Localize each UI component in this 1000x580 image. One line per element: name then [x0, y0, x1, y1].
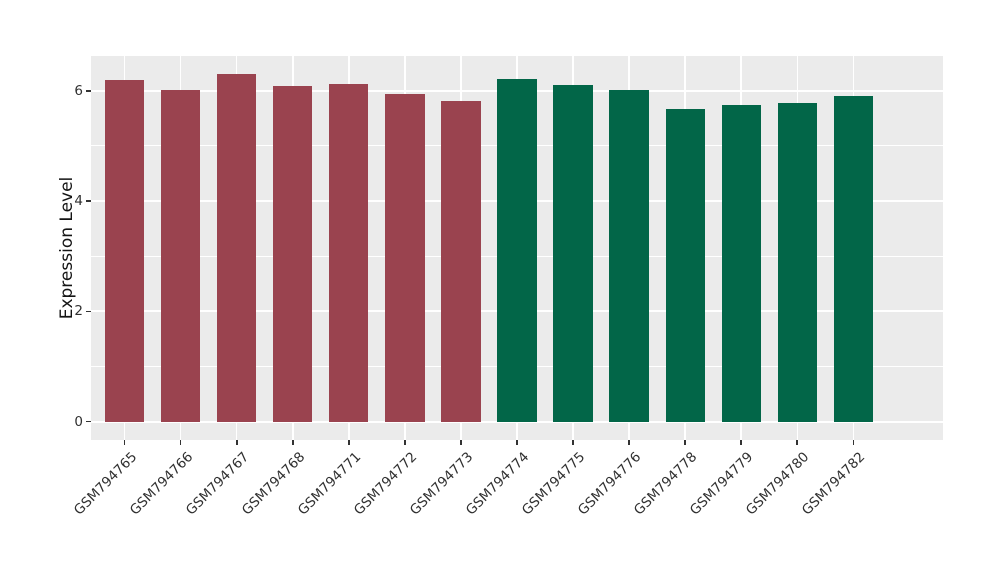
y-tick-label: 4: [74, 193, 83, 210]
bar-GSM794776: [609, 89, 649, 422]
y-tick: [86, 420, 91, 423]
x-tick: [628, 440, 630, 445]
y-tick-label: 0: [74, 413, 83, 430]
bar-GSM794766: [161, 89, 201, 422]
bar-GSM794775: [553, 85, 593, 422]
y-tick: [86, 310, 91, 313]
bar-GSM794772: [385, 94, 425, 422]
bar-GSM794765: [105, 80, 145, 422]
x-tick: [123, 440, 126, 445]
x-tick: [291, 440, 294, 445]
x-tick: [516, 440, 518, 445]
bar-GSM794779: [721, 105, 761, 422]
x-tick: [235, 440, 238, 445]
plot-panel: [91, 56, 943, 440]
x-tick: [796, 440, 799, 445]
y-tick-label: 6: [74, 82, 83, 99]
y-tick-label: 2: [74, 303, 83, 320]
x-tick: [572, 440, 574, 445]
bar-GSM794780: [777, 102, 817, 422]
y-tick: [86, 89, 91, 92]
bar-GSM794771: [329, 83, 369, 422]
x-tick: [348, 440, 350, 445]
y-axis-title: Expression Level: [57, 176, 77, 320]
x-tick: [404, 440, 406, 445]
x-tick: [179, 440, 182, 445]
bar-GSM794778: [665, 108, 705, 422]
bar-GSM794767: [217, 74, 257, 422]
x-tick: [852, 440, 855, 445]
x-tick: [684, 440, 686, 445]
y-tick: [86, 200, 91, 202]
bar-GSM794782: [833, 96, 873, 422]
bar-GSM794773: [441, 101, 481, 422]
x-tick: [740, 440, 742, 445]
x-tick: [460, 440, 462, 445]
x-tick-label-GSM794782: GSM794782: [799, 449, 869, 519]
bar-GSM794768: [273, 86, 313, 422]
bar-GSM794774: [497, 79, 537, 422]
